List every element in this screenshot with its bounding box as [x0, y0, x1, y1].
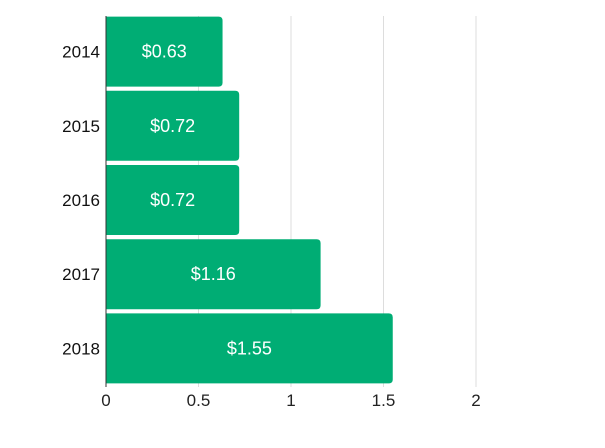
bar: [106, 239, 321, 310]
y-category-label: 2018: [62, 339, 100, 358]
x-tick-label: 1: [286, 391, 295, 410]
bar: [106, 16, 223, 87]
y-category-label: 2016: [62, 191, 100, 210]
x-tick-label: 2: [471, 391, 480, 410]
x-tick-label: 0.5: [187, 391, 211, 410]
data-label: $0.63: [142, 42, 187, 62]
data-label: $1.55: [227, 338, 272, 358]
data-label: $0.72: [150, 190, 195, 210]
bar: [106, 313, 393, 384]
data-labels: $0.63 $0.72 $0.72 $1.16 $1.55: [142, 42, 272, 359]
bar: [106, 90, 240, 161]
y-category-label: 2017: [62, 265, 100, 284]
data-label: $1.16: [191, 264, 236, 284]
y-axis-categories: 2014 2015 2016 2017 2018: [62, 43, 100, 359]
y-category-label: 2014: [62, 43, 100, 62]
y-category-label: 2015: [62, 117, 100, 136]
x-axis-ticks: 0 0.5 1 1.5 2: [101, 391, 480, 410]
bars: [106, 16, 393, 384]
x-tick-label: 0: [101, 391, 110, 410]
data-label: $0.72: [150, 116, 195, 136]
bar: [106, 165, 240, 235]
x-tick-label: 1.5: [372, 391, 396, 410]
